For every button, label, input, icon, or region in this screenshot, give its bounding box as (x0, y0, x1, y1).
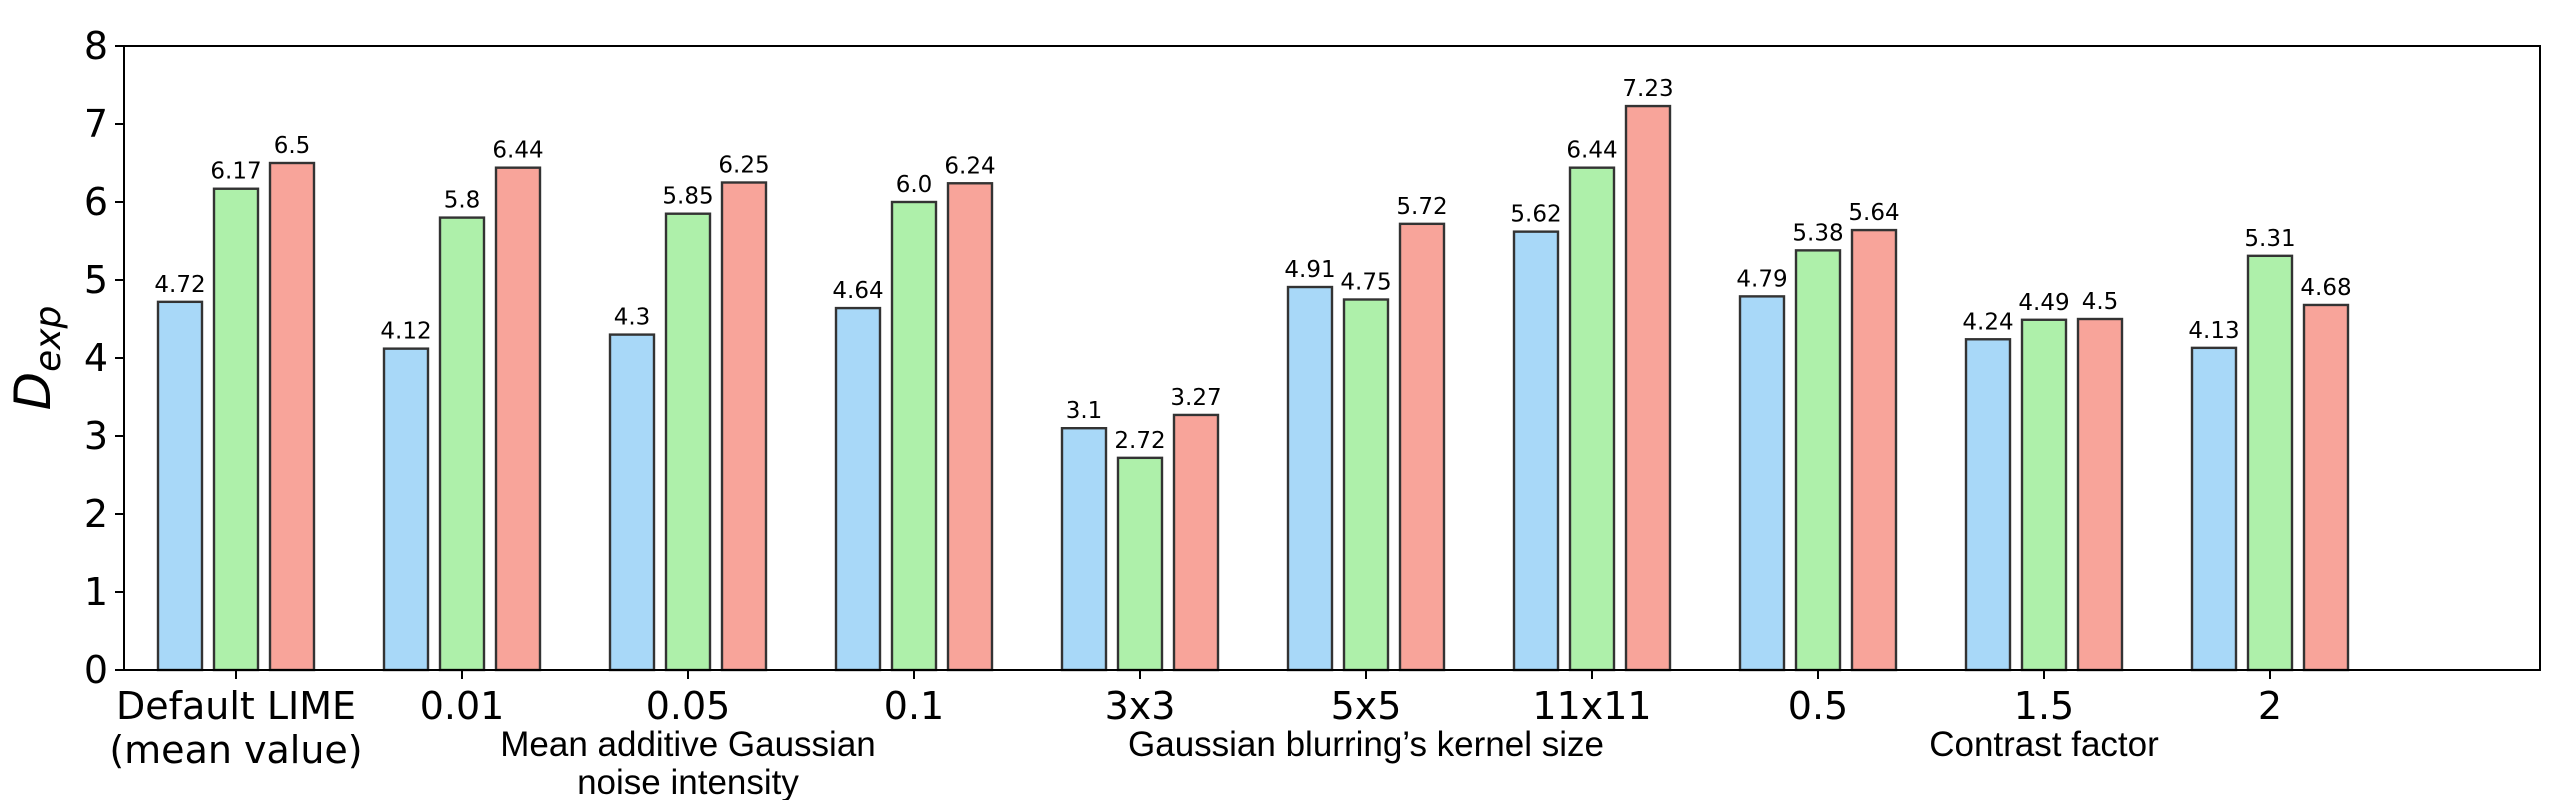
bar-8-series-3 (1850, 228, 1898, 672)
y-tick-label: 4 (84, 336, 108, 380)
value-label: 7.23 (1622, 76, 1673, 102)
value-label: 4.68 (2300, 275, 2351, 301)
x-tick-label: 0.5 (1788, 684, 1848, 728)
value-label: 4.49 (2018, 290, 2069, 316)
bar-9-series-3 (2076, 317, 2124, 672)
bar-10-series-3 (2302, 303, 2350, 672)
value-label: 4.72 (154, 272, 205, 298)
value-label: 6.44 (492, 138, 543, 164)
y-tick-label: 7 (84, 102, 108, 146)
bar-3-series-2 (664, 212, 712, 672)
bar-5-series-2 (1116, 456, 1164, 672)
value-label: 4.3 (614, 305, 651, 331)
bar-7-series-2 (1568, 166, 1616, 672)
value-label: 5.38 (1792, 220, 1843, 246)
group-label-3: Contrast factor (1929, 725, 2159, 764)
bars-layer (156, 104, 2350, 672)
value-label: 4.79 (1736, 266, 1787, 292)
y-tick-label: 1 (84, 570, 108, 614)
bar-8-series-1 (1738, 295, 1786, 672)
bar-1-series-3 (268, 161, 316, 672)
bar-4-series-1 (834, 306, 882, 672)
axes-layer: 0 1 2 3 4 5 6 7 8 Default LIME(mean value) 0.01 0.0… (4, 24, 2541, 772)
x-tick-label: 3x3 (1105, 684, 1176, 728)
value-label: 6.25 (718, 153, 769, 179)
value-label: 6.0 (896, 172, 933, 198)
bar-4-series-3 (946, 182, 994, 672)
labels-layer: 4.72 6.17 6.5 4.12 5.8 6.44 4.3 5.856.25 4.64 6.0… (154, 76, 2351, 800)
group-label-2: Gaussian blurring’s kernel size (1128, 725, 1604, 764)
value-label: 6.5 (274, 133, 311, 159)
bar-1-series-1 (156, 300, 204, 672)
x-tick-label: 5x5 (1331, 684, 1402, 728)
value-label: 5.72 (1396, 194, 1447, 220)
x-tick-label: Default LIME (116, 684, 356, 728)
y-axis-label: Dexp (4, 306, 69, 411)
value-label: 4.64 (832, 278, 883, 304)
bar-1-series-2 (212, 187, 260, 672)
x-tick-label: 1.5 (2014, 684, 2074, 728)
bar-3-series-3 (720, 181, 768, 672)
bar-5-series-1 (1060, 427, 1108, 672)
y-tick-label: 8 (84, 24, 108, 68)
bar-2-series-1 (382, 347, 430, 672)
x-tick-label: 2 (2258, 684, 2282, 728)
bar-5-series-3 (1172, 413, 1220, 672)
value-label: 4.75 (1340, 270, 1391, 296)
value-label: 2.72 (1114, 428, 1165, 454)
bar-6-series-2 (1342, 298, 1390, 672)
bar-8-series-2 (1794, 249, 1842, 672)
value-label: 4.24 (1962, 309, 2013, 335)
value-label: 4.5 (2082, 289, 2119, 315)
value-label: 6.24 (944, 153, 995, 179)
value-label: 5.62 (1510, 202, 1561, 228)
value-label: 4.13 (2188, 318, 2239, 344)
bar-6-series-3 (1398, 222, 1446, 672)
value-label: 3.27 (1170, 385, 1221, 411)
value-label: 5.8 (444, 188, 481, 214)
bar-2-series-2 (438, 216, 486, 672)
group-label-1: Mean additive Gaussian (500, 725, 876, 764)
value-label: 5.31 (2244, 226, 2295, 252)
value-label: 6.44 (1566, 138, 1617, 164)
bar-2-series-3 (494, 166, 542, 672)
bar-7-series-1 (1512, 230, 1560, 672)
value-label: 4.91 (1284, 257, 1335, 283)
bar-7-series-3 (1624, 104, 1672, 672)
y-tick-label: 0 (84, 648, 108, 692)
y-tick-label: 2 (84, 492, 108, 536)
y-tick-label: 3 (84, 414, 108, 458)
x-tick-label: 0.01 (420, 684, 505, 728)
bar-10-series-1 (2190, 346, 2238, 672)
y-tick-label: 5 (84, 258, 108, 302)
x-tick-label: 0.1 (884, 684, 944, 728)
bar-4-series-2 (890, 200, 938, 672)
bar-9-series-1 (1964, 338, 2012, 672)
value-label: 3.1 (1066, 398, 1103, 424)
y-tick-label: 6 (84, 180, 108, 224)
value-label: 5.85 (662, 184, 713, 210)
x-tick-label: (mean value) (109, 728, 362, 772)
value-label: 5.64 (1848, 200, 1899, 226)
x-tick-label: 0.05 (646, 684, 731, 728)
bar-3-series-1 (608, 333, 656, 672)
bar-9-series-2 (2020, 318, 2068, 672)
value-label: 4.12 (380, 319, 431, 345)
group-label-1: noise intensity (577, 763, 799, 800)
bar-10-series-2 (2246, 254, 2294, 672)
value-label: 6.17 (210, 159, 261, 185)
x-tick-label: 11x11 (1532, 684, 1651, 728)
bar-6-series-1 (1286, 285, 1334, 672)
